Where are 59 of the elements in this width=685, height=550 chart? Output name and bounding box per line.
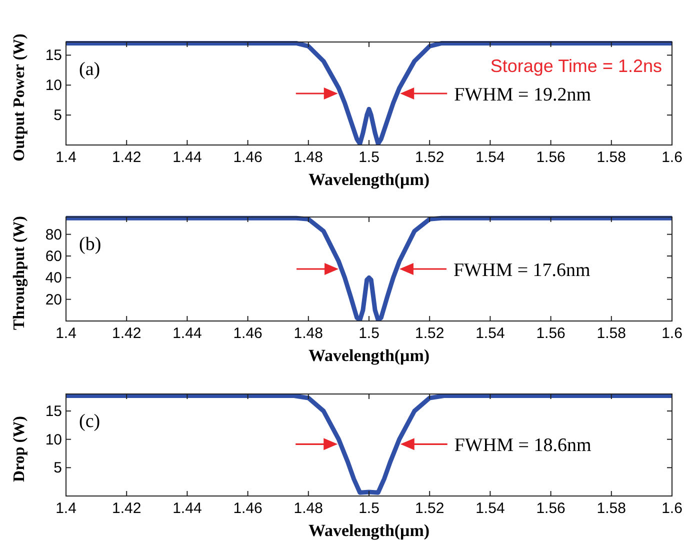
x-tick-label: 1.58 bbox=[596, 325, 626, 342]
x-tick-label: 1.46 bbox=[233, 325, 262, 342]
line-series bbox=[66, 40, 672, 145]
annotation: FWHM = 17.6nm bbox=[453, 260, 591, 281]
annotation: (c) bbox=[79, 411, 100, 432]
x-tick-label: 1.48 bbox=[294, 149, 323, 166]
annotation: (a) bbox=[79, 59, 100, 80]
x-tick-label: 1.4 bbox=[56, 500, 76, 517]
x-tick-label: 1.44 bbox=[172, 149, 202, 166]
x-tick-label: 1.42 bbox=[112, 325, 142, 342]
x-tick-label: 1.44 bbox=[172, 325, 202, 342]
x-tick-label: 1.6 bbox=[662, 325, 682, 342]
x-tick-label: 1.5 bbox=[358, 500, 380, 517]
line-series bbox=[66, 393, 672, 495]
x-tick-label: 1.6 bbox=[662, 149, 682, 166]
x-tick-label: 1.4 bbox=[56, 325, 76, 342]
x-tick-label: 1.42 bbox=[112, 149, 142, 166]
y-tick-label: 80 bbox=[45, 226, 62, 244]
y-tick-label: 5 bbox=[54, 107, 62, 124]
x-tick-label: 1.56 bbox=[536, 500, 566, 517]
x-tick-label: 1.54 bbox=[476, 149, 505, 166]
x-tick-label: 1.6 bbox=[662, 500, 682, 517]
y-tick-label: 20 bbox=[45, 291, 62, 308]
x-tick-label: 1.48 bbox=[294, 325, 323, 342]
x-tick-label: 1.52 bbox=[415, 149, 444, 166]
line-series bbox=[66, 216, 672, 321]
x-tick-label: 1.56 bbox=[536, 325, 566, 342]
x-axis-title: Wavelength(μm) bbox=[308, 170, 430, 189]
y-tick-label: 10 bbox=[45, 77, 62, 94]
x-tick-label: 1.5 bbox=[358, 325, 380, 342]
x-tick-label: 1.52 bbox=[415, 325, 444, 342]
x-tick-label: 1.52 bbox=[415, 500, 444, 517]
y-tick-label: 60 bbox=[45, 248, 62, 265]
annotation: FWHM = 18.6nm bbox=[454, 435, 592, 456]
y-tick-label: 15 bbox=[45, 403, 62, 420]
x-tick-label: 1.44 bbox=[172, 500, 202, 517]
x-axis-title: Wavelength(μm) bbox=[308, 521, 430, 540]
y-axis-title: Output Power (W) bbox=[11, 34, 28, 162]
y-axis-title: Throughput (W) bbox=[11, 216, 28, 330]
y-tick-label: 40 bbox=[45, 270, 62, 287]
x-tick-label: 1.46 bbox=[233, 500, 262, 517]
y-tick-label: 10 bbox=[45, 431, 62, 448]
annotation: Storage Time = 1.2ns bbox=[490, 56, 662, 76]
x-tick-label: 1.58 bbox=[596, 149, 626, 166]
annotation: (b) bbox=[79, 234, 102, 255]
x-tick-label: 1.4 bbox=[56, 149, 76, 166]
x-tick-label: 1.5 bbox=[358, 149, 380, 166]
x-tick-label: 1.54 bbox=[476, 325, 505, 342]
x-tick-label: 1.56 bbox=[536, 149, 566, 166]
annotation: FWHM = 19.2nm bbox=[454, 84, 592, 106]
x-tick-label: 1.42 bbox=[112, 500, 142, 517]
y-tick-label: 5 bbox=[54, 460, 62, 477]
x-tick-label: 1.48 bbox=[294, 500, 323, 517]
x-tick-label: 1.58 bbox=[596, 500, 626, 517]
y-axis-title: Drop (W) bbox=[11, 416, 28, 482]
x-tick-label: 1.46 bbox=[233, 149, 262, 166]
x-tick-label: 1.54 bbox=[476, 500, 505, 517]
x-axis-title: Wavelength(μm) bbox=[308, 346, 430, 365]
y-tick-label: 15 bbox=[45, 47, 62, 64]
